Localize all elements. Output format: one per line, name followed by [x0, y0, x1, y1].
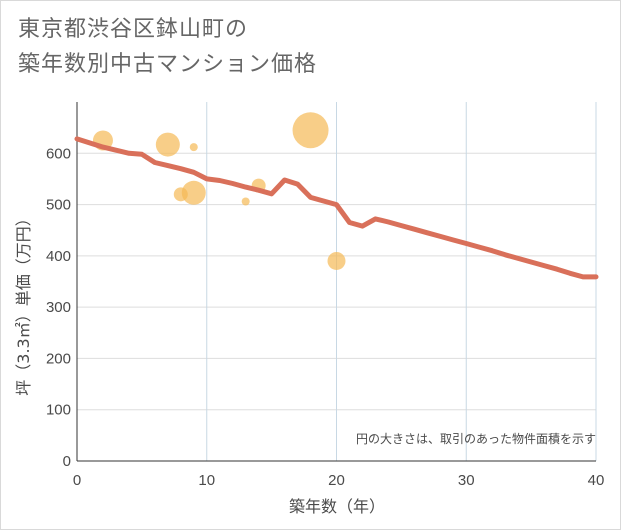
x-tick-label: 30: [458, 472, 475, 489]
y-tick-label: 100: [46, 402, 71, 419]
ticks: 0 100 200 300 400 500 600 0 10 20 30 40: [46, 145, 604, 489]
chart-title: 東京都渋谷区鉢山町の 築年数別中古マンション価格: [18, 12, 317, 82]
data-point-bubble: [155, 132, 180, 157]
y-tick-label: 600: [46, 145, 71, 162]
y-axis-label: 坪（3.3㎡）単価（万円）: [14, 210, 33, 395]
bubbles: [92, 112, 346, 270]
chart-title-line2: 築年数別中古マンション価格: [18, 52, 318, 77]
y-tick-label: 0: [63, 453, 71, 470]
x-tick-label: 10: [198, 472, 215, 489]
y-tick-label: 200: [46, 350, 71, 367]
y-tick-label: 300: [46, 299, 71, 316]
data-point-bubble: [189, 143, 198, 152]
x-tick-label: 0: [73, 472, 81, 489]
x-tick-label: 40: [588, 472, 605, 489]
data-point-bubble: [241, 197, 250, 206]
x-axis-label: 築年数（年）: [289, 497, 385, 516]
data-point-bubble: [292, 112, 329, 149]
size-note: 円の大きさは、取引のあった物件面積を示す: [356, 431, 596, 446]
chart-title-line1: 東京都渋谷区鉢山町の: [18, 17, 249, 42]
y-tick-label: 400: [46, 248, 71, 265]
trend-line-group: [74, 136, 599, 280]
grid: [76, 102, 597, 462]
data-point-bubble: [327, 251, 346, 270]
y-tick-label: 500: [46, 197, 71, 214]
trend-line: [74, 136, 599, 280]
x-tick-label: 20: [328, 472, 345, 489]
data-point-bubble: [181, 180, 206, 205]
